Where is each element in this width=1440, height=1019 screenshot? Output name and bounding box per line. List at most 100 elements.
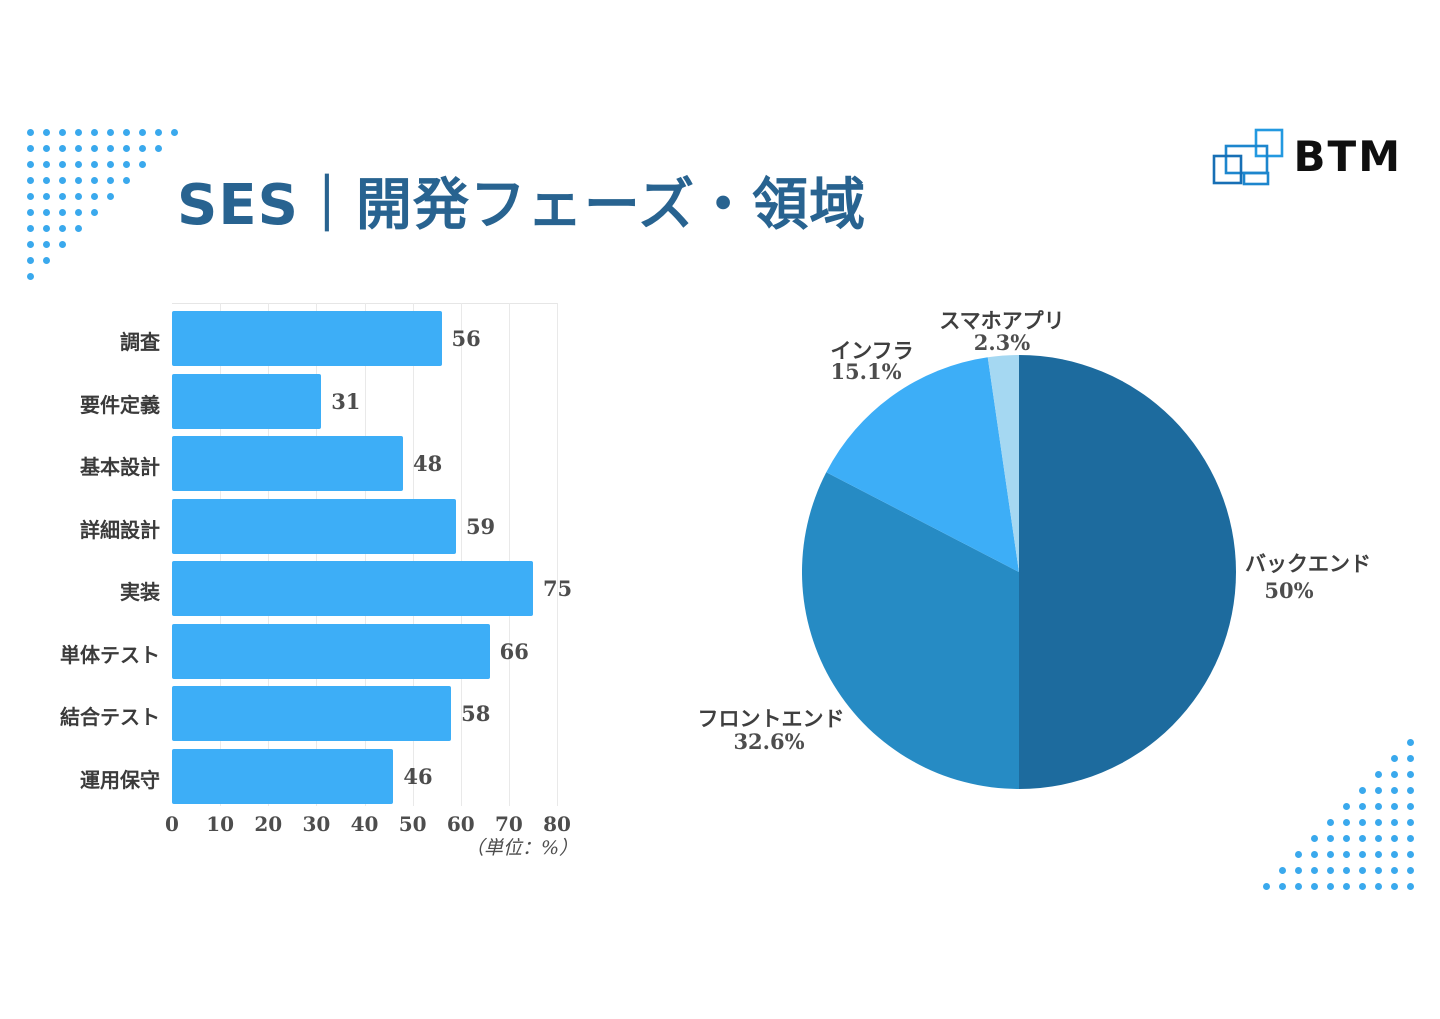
- x-tick-label: 30: [302, 812, 331, 836]
- decorative-dot: [26, 144, 34, 152]
- decorative-dot: [42, 208, 50, 216]
- bar-category-label: 結合テスト: [60, 705, 160, 729]
- decorative-dot: [1294, 866, 1302, 874]
- decorative-dot: [106, 176, 114, 184]
- decorative-dot: [1342, 802, 1350, 810]
- decorative-dot: [138, 128, 146, 136]
- bar-value-label: 46: [403, 763, 433, 789]
- bar-category-label: 要件定義: [80, 392, 160, 417]
- bar-category-label: 運用保守: [80, 767, 160, 792]
- decorative-dot: [138, 160, 146, 168]
- x-tick-label: 20: [254, 812, 283, 836]
- decorative-dot: [1406, 786, 1414, 794]
- btm-logo-text: BTM: [1293, 132, 1402, 181]
- decorative-dot: [1342, 850, 1350, 858]
- decorative-dot: [1358, 786, 1366, 794]
- decorative-dot: [1406, 834, 1414, 842]
- decorative-dot: [90, 176, 98, 184]
- bar-category-label: 詳細設計: [80, 517, 160, 542]
- decorative-dot: [42, 144, 50, 152]
- decorative-dot: [1406, 882, 1414, 890]
- decorative-dot: [58, 128, 66, 136]
- x-tick-label: 70: [494, 812, 523, 836]
- bar-category-label: 単体テスト: [60, 642, 160, 667]
- decorative-dot: [1406, 802, 1414, 810]
- decorative-dot: [1358, 834, 1366, 842]
- decorative-dot: [1342, 818, 1350, 826]
- decorative-dot: [58, 240, 66, 248]
- decorative-dot: [90, 208, 98, 216]
- decorative-dot: [26, 224, 34, 232]
- bar-value-label: 56: [451, 326, 481, 351]
- decorative-dot: [90, 192, 98, 200]
- decorative-dot: [58, 160, 66, 168]
- pie-slice: [801, 472, 1019, 789]
- decorative-dot: [26, 192, 34, 200]
- pie-slice: [1019, 355, 1236, 789]
- decorative-dot: [1406, 850, 1414, 858]
- decorative-dot: [1358, 818, 1366, 826]
- x-tick-label: 80: [543, 812, 571, 836]
- unit-note: （単位：%）: [464, 837, 578, 859]
- decorative-dot: [1278, 866, 1286, 874]
- decorative-dot: [26, 208, 34, 216]
- decorative-dot: [1262, 882, 1270, 890]
- gridline: [364, 303, 366, 806]
- decorative-dot: [42, 176, 50, 184]
- decorative-dot: [26, 160, 34, 168]
- gridline: [316, 303, 318, 806]
- decorative-dot: [1374, 834, 1382, 842]
- bar-category-label: 実装: [120, 580, 160, 604]
- decorative-dot: [170, 128, 178, 136]
- decorative-dot: [106, 144, 114, 152]
- bar: [172, 373, 322, 429]
- decorative-dot: [90, 144, 98, 152]
- decorative-dot: [42, 256, 50, 264]
- decorative-dot: [1310, 850, 1318, 858]
- decorative-dot: [106, 192, 114, 200]
- bar: [172, 748, 394, 804]
- pie-slice: [826, 357, 1019, 572]
- decorative-dot: [1326, 882, 1334, 890]
- bar: [172, 623, 490, 679]
- decorative-dot: [1390, 866, 1398, 874]
- decorative-dot: [154, 144, 162, 152]
- decorative-dot: [58, 224, 66, 232]
- decorative-dot: [1390, 882, 1398, 890]
- x-tick-label: 0: [165, 812, 179, 836]
- decorative-dot: [58, 176, 66, 184]
- bar-value-label: 59: [465, 513, 496, 539]
- decorative-dot: [74, 144, 82, 152]
- x-tick-label: 50: [398, 812, 427, 836]
- decorative-dot: [1358, 802, 1366, 810]
- decorative-dot: [1342, 882, 1350, 890]
- bar: [172, 436, 403, 491]
- btm-logo: BTM: [1212, 126, 1402, 188]
- bar-value-label: 48: [413, 451, 443, 476]
- decorative-dot: [1390, 770, 1398, 778]
- gridline: [268, 303, 270, 806]
- decorative-dot: [1294, 850, 1302, 858]
- decorative-dot: [1326, 834, 1334, 842]
- decorative-dot: [74, 208, 82, 216]
- decorative-dot: [1342, 866, 1350, 874]
- decorative-dot: [1406, 866, 1414, 874]
- decorative-dot: [1374, 818, 1382, 826]
- decorative-dot: [58, 208, 66, 216]
- decorative-dot: [42, 224, 50, 232]
- decorative-dot: [26, 256, 34, 264]
- decorative-dot: [26, 240, 34, 248]
- decorative-dot: [1374, 882, 1382, 890]
- x-tick-label: 10: [206, 812, 235, 836]
- decorative-dot: [1342, 834, 1350, 842]
- decorative-dot: [1374, 850, 1382, 858]
- bar-value-label: 75: [542, 576, 573, 601]
- bar-category-label: 調査: [120, 330, 160, 354]
- decorative-dot: [1326, 818, 1334, 826]
- decorative-dot: [1294, 882, 1302, 890]
- decorative-dot: [58, 144, 66, 152]
- decorative-dot: [1358, 866, 1366, 874]
- decorative-dot: [1390, 802, 1398, 810]
- decorative-dot: [1406, 754, 1414, 762]
- decorative-dot: [154, 128, 162, 136]
